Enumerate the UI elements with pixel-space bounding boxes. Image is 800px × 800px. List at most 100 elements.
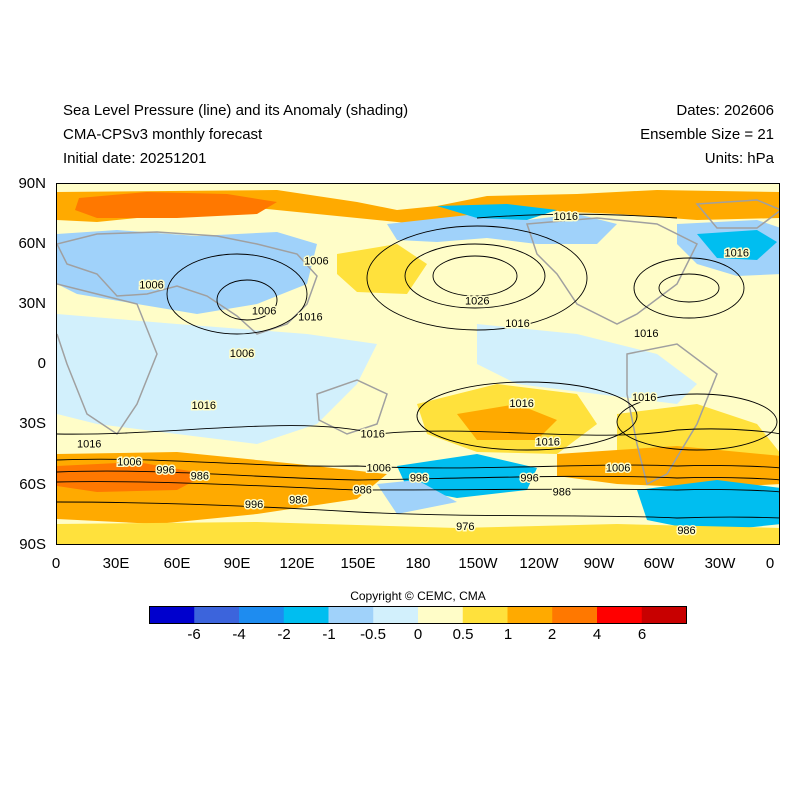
anomaly-strong-negative-southern-pacific — [397, 454, 537, 498]
colorbar-tick-neg4: -4 — [232, 626, 246, 643]
contour-label: 1006 — [367, 463, 391, 475]
title-line-1: Sea Level Pressure (line) and its Anomal… — [63, 102, 409, 119]
colorbar-tick-neg2: -2 — [277, 626, 291, 643]
contour-label: 1006 — [230, 348, 254, 360]
contour-label: 976 — [456, 521, 474, 533]
lon-label-180: 180 — [405, 555, 431, 572]
lat-label-60s: 60S — [19, 476, 46, 493]
contour-976-south — [57, 501, 779, 519]
colorbar-cell — [283, 606, 329, 624]
contour-label: 996 — [156, 465, 174, 477]
anomaly-strong-negative-north-pacific — [437, 204, 557, 220]
anomaly-strong-positive-southern-band — [57, 462, 207, 492]
slp-contours — [57, 213, 779, 519]
anomaly-strong-positive-south-pacific — [457, 404, 557, 440]
lat-label-90s: 90S — [19, 536, 46, 553]
contour-label: 986 — [553, 487, 571, 499]
contour-label: 1006 — [606, 463, 630, 475]
contour-label: 986 — [354, 485, 372, 497]
colorbar-tick-0: 0 — [413, 626, 423, 643]
units-label: Units: hPa — [704, 150, 774, 167]
contour-label: 996 — [520, 473, 538, 485]
anomaly-positive-antarctic — [57, 522, 779, 544]
lon-label-30e: 30E — [102, 555, 130, 572]
colorbar-cell — [239, 606, 285, 624]
contour-pacific-high-mid — [404, 243, 546, 309]
ensemble-size-label: Ensemble Size = 21 — [640, 126, 774, 143]
contour-pacific-high-inner — [432, 255, 518, 297]
contour-azores-high-outer — [633, 257, 745, 319]
contour-label: 996 — [245, 499, 263, 511]
colorbar-cell — [194, 606, 240, 624]
contour-asian-low-outer — [166, 253, 308, 335]
lon-label-0: 0 — [51, 555, 61, 572]
colorbar-cell — [149, 606, 195, 624]
dates-label: Dates: 202606 — [676, 102, 774, 119]
colorbar-tick-neg0-5: -0.5 — [360, 626, 386, 643]
contour-1006-south — [57, 458, 779, 469]
contour-986-south — [57, 481, 779, 493]
anomaly-strong-positive-arctic — [75, 192, 277, 218]
colorbar-cell — [373, 606, 419, 624]
lat-label-90n: 90N — [18, 175, 46, 192]
colorbar-cell — [418, 606, 464, 624]
anomaly-negative-east-pacific — [477, 324, 697, 404]
coastline-africa — [57, 283, 158, 436]
contour-label: 1016 — [535, 436, 559, 448]
colorbar-cells — [149, 606, 687, 624]
anomaly-strong-negative-southern-atlantic — [637, 480, 779, 532]
contour-label: 986 — [191, 471, 209, 483]
contour-label: 1006 — [252, 306, 276, 318]
colorbar-cell — [597, 606, 643, 624]
colorbar-tick-neg6: -6 — [187, 626, 201, 643]
lon-label-150w: 150W — [458, 555, 498, 572]
contour-label: 1026 — [465, 296, 489, 308]
contour-label: 1006 — [117, 457, 141, 469]
contour-label: 1016 — [505, 318, 529, 330]
colorbar-tick-4: 4 — [592, 626, 602, 643]
contour-1016-arctic — [476, 213, 678, 219]
lon-label-90e: 90E — [223, 555, 251, 572]
lon-label-30w: 30W — [704, 555, 736, 572]
colorbar-outline — [149, 606, 687, 624]
anomaly-shading — [57, 190, 779, 544]
lat-label-60n: 60N — [18, 235, 46, 252]
copyright-note: Copyright © CEMC, CMA — [350, 589, 486, 603]
colorbar-tick-neg1: -1 — [322, 626, 336, 643]
contour-asian-low-inner — [216, 279, 278, 321]
coastline-greenland — [695, 199, 779, 229]
map-canvas: 1016 1026 1016 1016 1016 1016 1006 1006 1006 1006… — [57, 190, 779, 544]
lon-label-90w: 90W — [583, 555, 615, 572]
contour-south-pacific-high — [416, 381, 638, 451]
lat-label-30s: 30S — [19, 415, 46, 432]
contour-label: 1016 — [725, 247, 749, 259]
contour-pacific-high-outer — [366, 225, 588, 331]
anomaly-negative-southern-pacific — [377, 480, 457, 514]
lon-label-120e: 120E — [279, 555, 315, 572]
coastline-australia — [316, 379, 388, 435]
colorbar-cell — [328, 606, 374, 624]
contour-label: 986 — [677, 525, 695, 537]
contour-label: 1016 — [632, 392, 656, 404]
colorbar-tick-6: 6 — [637, 626, 647, 643]
contour-label: 1006 — [304, 255, 328, 267]
contour-label: 1016 — [77, 438, 101, 450]
contour-1016-south — [57, 425, 779, 436]
title-line-3: Initial date: 20251201 — [63, 150, 207, 167]
contour-996-south — [57, 470, 779, 481]
lat-label-eq: 0 — [37, 355, 46, 372]
contour-labels: 1016 1026 1016 1016 1016 1016 1006 1006 1006 1006… — [75, 210, 750, 539]
lon-label-120w: 120W — [519, 555, 559, 572]
colorbar-tick-2: 2 — [547, 626, 557, 643]
anomaly-positive-north-pacific-high — [337, 244, 427, 294]
colorbar-cell — [552, 606, 598, 624]
lat-label-30n: 30N — [18, 295, 46, 312]
contour-label: 1016 — [298, 312, 322, 324]
contour-label: 1016 — [634, 328, 658, 340]
colorbar-cell — [507, 606, 553, 624]
anomaly-negative-asia — [57, 230, 317, 314]
lon-label-150e: 150E — [340, 555, 376, 572]
contour-label: 1016 — [360, 428, 384, 440]
anomaly-strong-negative-north-atlantic — [697, 230, 777, 260]
contour-label: 1006 — [139, 280, 163, 292]
